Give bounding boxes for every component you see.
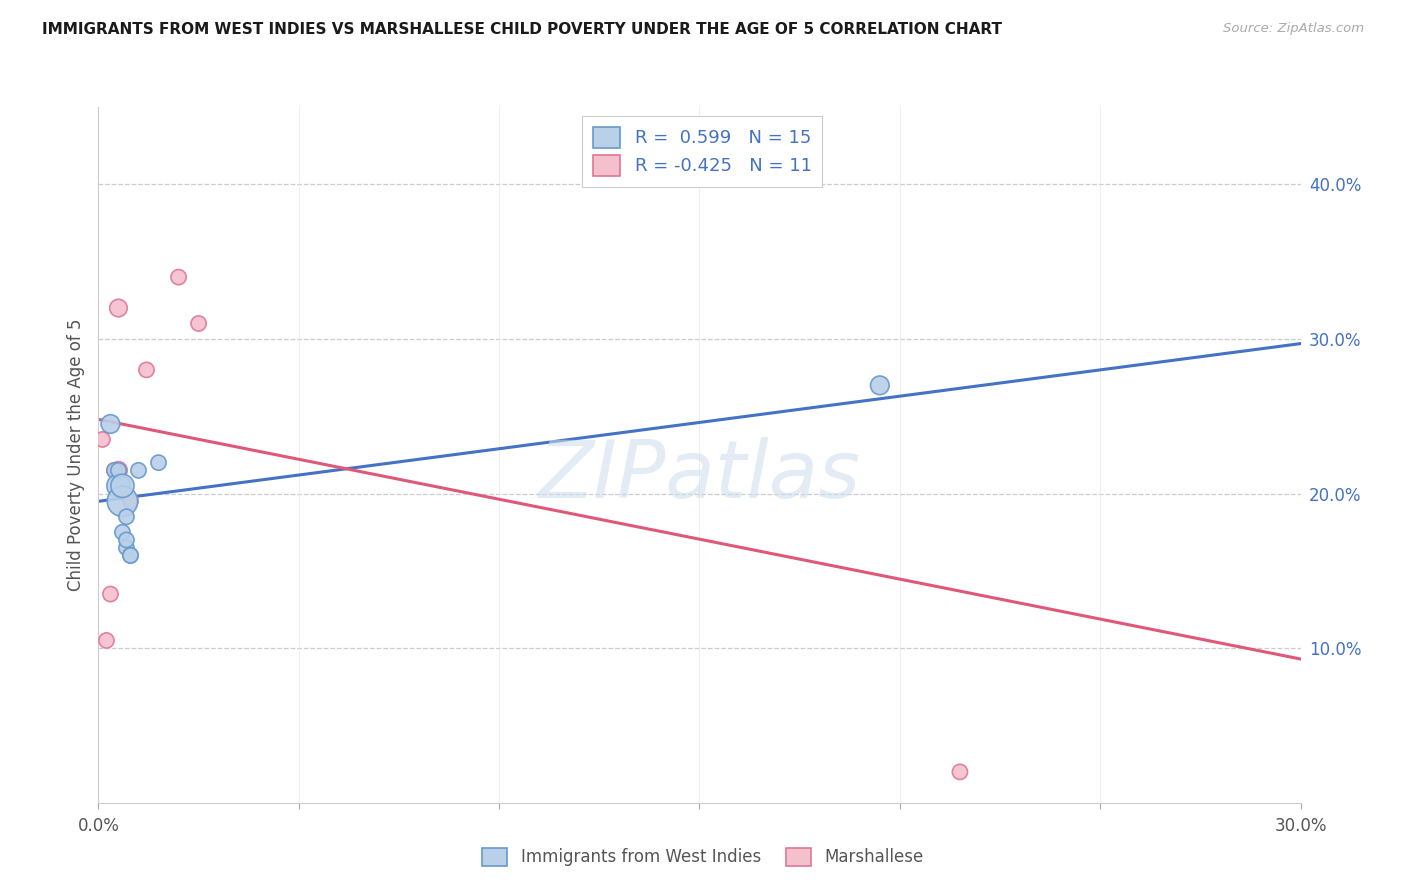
- Point: [96, 633, 118, 648]
- Point: [100, 417, 122, 431]
- Point: [128, 463, 150, 477]
- Point: [115, 509, 138, 524]
- Point: [869, 378, 891, 392]
- Y-axis label: Child Poverty Under the Age of 5: Child Poverty Under the Age of 5: [66, 318, 84, 591]
- Point: [103, 463, 125, 477]
- Text: IMMIGRANTS FROM WEST INDIES VS MARSHALLESE CHILD POVERTY UNDER THE AGE OF 5 CORR: IMMIGRANTS FROM WEST INDIES VS MARSHALLE…: [42, 22, 1002, 37]
- Point: [91, 433, 114, 447]
- Point: [100, 587, 122, 601]
- Point: [115, 541, 138, 555]
- Point: [187, 317, 209, 331]
- Point: [107, 463, 129, 477]
- Legend: Immigrants from West Indies, Marshallese: Immigrants from West Indies, Marshallese: [474, 839, 932, 875]
- Legend: R =  0.599   N = 15, R = -0.425   N = 11: R = 0.599 N = 15, R = -0.425 N = 11: [582, 116, 823, 186]
- Point: [115, 533, 138, 547]
- Point: [135, 363, 157, 377]
- Point: [111, 479, 134, 493]
- Point: [167, 270, 190, 285]
- Point: [111, 494, 134, 508]
- Point: [107, 301, 129, 315]
- Text: ZIPatlas: ZIPatlas: [538, 437, 860, 515]
- Point: [120, 494, 142, 508]
- Point: [111, 525, 134, 540]
- Text: Source: ZipAtlas.com: Source: ZipAtlas.com: [1223, 22, 1364, 36]
- Point: [107, 463, 129, 477]
- Point: [120, 549, 142, 563]
- Point: [120, 549, 142, 563]
- Point: [103, 463, 125, 477]
- Point: [107, 479, 129, 493]
- Point: [949, 764, 972, 779]
- Point: [148, 456, 170, 470]
